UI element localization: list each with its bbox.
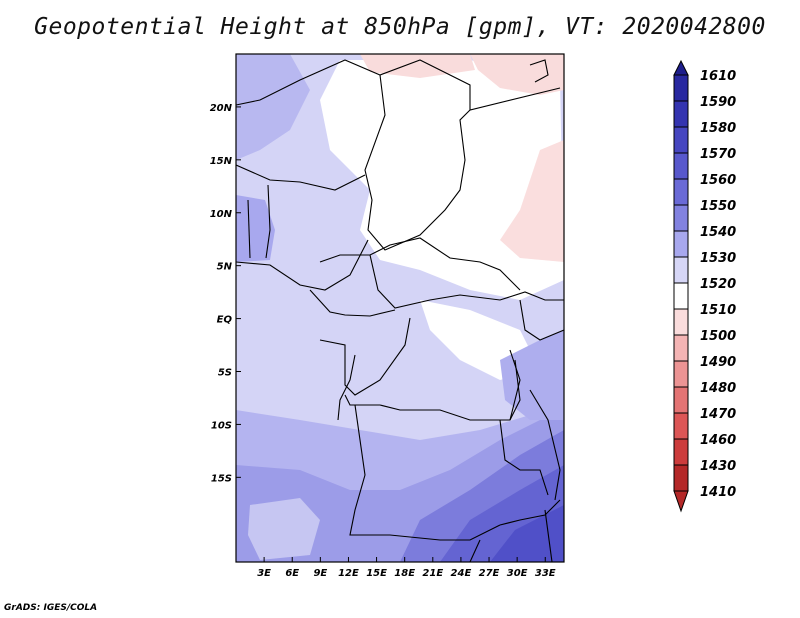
border-zimbabwe (499, 499, 561, 526)
colorbar-swatch (673, 204, 689, 232)
lat-tick-label: 5N (217, 262, 233, 273)
lon-tick-label: 30E (507, 568, 528, 579)
colorbar-swatch (673, 126, 689, 154)
colorbar-swatch (673, 412, 689, 440)
border-benin (265, 184, 271, 259)
plot-frame (235, 53, 565, 563)
field-1500-east (500, 140, 564, 262)
lon-tick-label: 18E (394, 568, 415, 579)
colorbar-label: 1530 (700, 251, 736, 266)
colorbar-label: 1460 (700, 433, 736, 448)
colorbar-label: 1430 (700, 459, 736, 474)
colorbar-swatch (673, 360, 689, 388)
lon-tick-label: 15E (366, 568, 387, 579)
border-congo (319, 317, 411, 396)
colorbar-label: 1590 (700, 95, 736, 110)
field-1570 (490, 505, 564, 562)
coast-central (337, 354, 356, 421)
border-drc-angola (344, 359, 521, 421)
colorbar-label: 1540 (700, 225, 736, 240)
colorbar-bottom-arrow (673, 490, 689, 513)
colorbar-label: 1560 (700, 173, 736, 188)
lon-tick-label: 9E (313, 568, 327, 579)
field-1530-pocket (248, 498, 320, 560)
colorbar-label: 1570 (700, 147, 736, 162)
lon-tick-label: 27E (479, 568, 500, 579)
border-mozambique (544, 509, 553, 562)
lon-tick-label: 6E (285, 568, 299, 579)
coast-redsea (529, 59, 549, 83)
field-1530-nw (236, 54, 310, 160)
lon-tick-label: 12E (338, 568, 359, 579)
colorbar-swatch (673, 438, 689, 466)
colorbar: 1610 1590 1580 1570 1560 1550 1540 1530 1520 1510… (673, 59, 736, 513)
colorbar-label: 1480 (700, 381, 736, 396)
lake-malawi (529, 389, 561, 501)
colorbar-label: 1510 (700, 303, 736, 318)
border-cameroon (309, 289, 396, 317)
colorbar-swatch (673, 230, 689, 258)
border-car-south (369, 254, 564, 309)
colorbar-label: 1410 (700, 485, 736, 500)
colorbar-label: 1550 (700, 199, 736, 214)
lat-tick-label: EQ (217, 315, 233, 326)
colorbar-swatch (673, 386, 689, 414)
colorbar-swatch (673, 308, 689, 336)
lat-tick-label: 20N (210, 103, 233, 114)
lon-tick-label: 33E (535, 568, 556, 579)
lon-tick-label: 24E (451, 568, 472, 579)
border-angola (349, 404, 501, 541)
colorbar-swatch (673, 100, 689, 128)
grads-credit: GrADS: IGES/COLA (4, 603, 98, 613)
lon-axis: 3E 6E 9E 12E 15E 18E 21E 24E 27E 30E 33E (257, 557, 556, 579)
lat-tick-label: 10N (210, 209, 233, 220)
lon-tick-label: 3E (257, 568, 271, 579)
colorbar-swatch (673, 256, 689, 284)
lon-tick-label: 21E (422, 568, 443, 579)
colorbar-label: 1610 (700, 69, 736, 84)
lat-axis: 20N 15N 10N 5N EQ 5S 10S 15S (210, 103, 241, 484)
height-field (236, 54, 564, 562)
border-botswana (469, 539, 481, 562)
border-car (319, 237, 521, 291)
field-1500-ne (470, 54, 564, 95)
colorbar-label: 1580 (700, 121, 736, 136)
field-1530-gulf (236, 195, 275, 262)
lat-tick-label: 15S (211, 473, 232, 484)
colorbar-label: 1470 (700, 407, 736, 422)
border-togo (247, 199, 251, 259)
lat-tick-label: 10S (211, 420, 232, 431)
coast-westafrica (236, 239, 369, 291)
colorbar-swatch (673, 464, 689, 492)
colorbar-top-arrow (673, 59, 689, 76)
lat-tick-label: 5S (218, 368, 232, 379)
colorbar-swatch (673, 178, 689, 206)
country-borders (236, 59, 564, 562)
border-tanzania-west (509, 349, 521, 421)
colorbar-swatch (673, 74, 689, 102)
colorbar-label: 1490 (700, 355, 736, 370)
border-niger-nigeria (236, 164, 366, 191)
chart-title: Geopotential Height at 850hPa [gpm], VT:… (34, 14, 766, 40)
border-uganda (519, 299, 564, 341)
colorbar-swatch (673, 152, 689, 180)
colorbar-label: 1500 (700, 329, 736, 344)
colorbar-label: 1520 (700, 277, 736, 292)
colorbar-swatch (673, 282, 689, 310)
colorbar-swatch (673, 334, 689, 362)
border-zambia (499, 419, 549, 496)
lat-tick-label: 15N (210, 156, 233, 167)
